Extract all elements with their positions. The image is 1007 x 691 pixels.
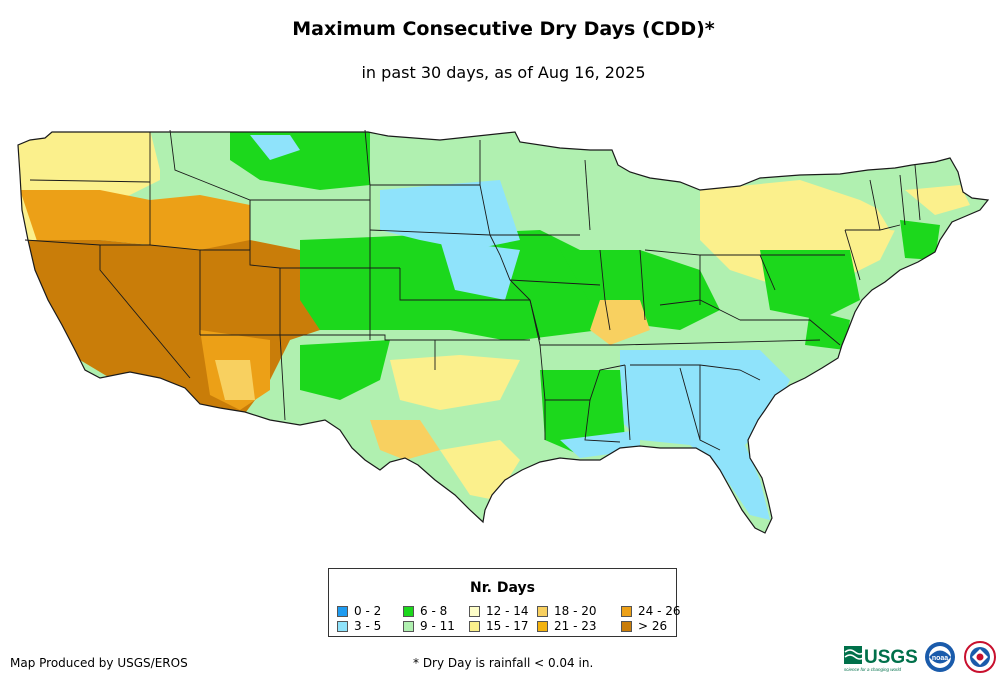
dry-day-note: * Dry Day is rainfall < 0.04 in. — [413, 656, 594, 670]
legend-label: 9 - 11 — [420, 619, 455, 633]
noaa-logo: noaa — [925, 642, 955, 672]
legend-label: 15 - 17 — [486, 619, 529, 633]
legend-label: 0 - 2 — [354, 604, 382, 618]
legend-label: 6 - 8 — [420, 604, 448, 618]
usgs-logo: USGS science for a changing world — [844, 646, 918, 672]
legend-item: 12 - 14 — [469, 605, 529, 618]
legend-swatch — [537, 621, 548, 632]
credit-text: Map Produced by USGS/EROS — [10, 656, 188, 670]
nws-logo — [964, 641, 996, 673]
usgs-tagline: science for a changing world — [844, 667, 902, 672]
agency-logos: USGS science for a changing world noaa — [844, 641, 996, 673]
state-boundaries — [24, 129, 921, 451]
legend-label: 12 - 14 — [486, 604, 529, 618]
legend-item: 24 - 26 — [621, 605, 681, 618]
map-title: Maximum Consecutive Dry Days (CDD)* — [292, 18, 715, 40]
legend-swatch — [337, 621, 348, 632]
legend-label: 18 - 20 — [554, 604, 597, 618]
legend-item: 15 - 17 — [469, 620, 529, 633]
legend-swatch — [403, 621, 414, 632]
legend-item: 0 - 2 — [337, 605, 381, 618]
legend-item: 9 - 11 — [403, 620, 455, 633]
legend-swatch — [403, 606, 414, 617]
map-fill — [18, 132, 988, 533]
legend-item: 3 - 5 — [337, 620, 381, 633]
legend-item: 21 - 23 — [537, 620, 597, 633]
noaa-wordmark: noaa — [932, 655, 948, 662]
legend-swatch — [621, 606, 632, 617]
map-subtitle: in past 30 days, as of Aug 16, 2025 — [361, 63, 646, 82]
usgs-wordmark: USGS — [864, 647, 918, 668]
legend-label: 24 - 26 — [638, 604, 681, 618]
legend-item: > 26 — [621, 620, 667, 633]
legend-swatch — [469, 606, 480, 617]
legend-swatch — [337, 606, 348, 617]
legend-item: 6 - 8 — [403, 605, 447, 618]
us-cdd-map — [17, 129, 989, 534]
legend-swatch — [621, 621, 632, 632]
legend-swatch — [469, 621, 480, 632]
legend-label: 21 - 23 — [554, 619, 597, 633]
legend-title: Nr. Days — [470, 580, 535, 596]
legend-label: > 26 — [638, 619, 668, 633]
legend-item: 18 - 20 — [537, 605, 597, 618]
legend-swatch — [537, 606, 548, 617]
legend-label: 3 - 5 — [354, 619, 382, 633]
